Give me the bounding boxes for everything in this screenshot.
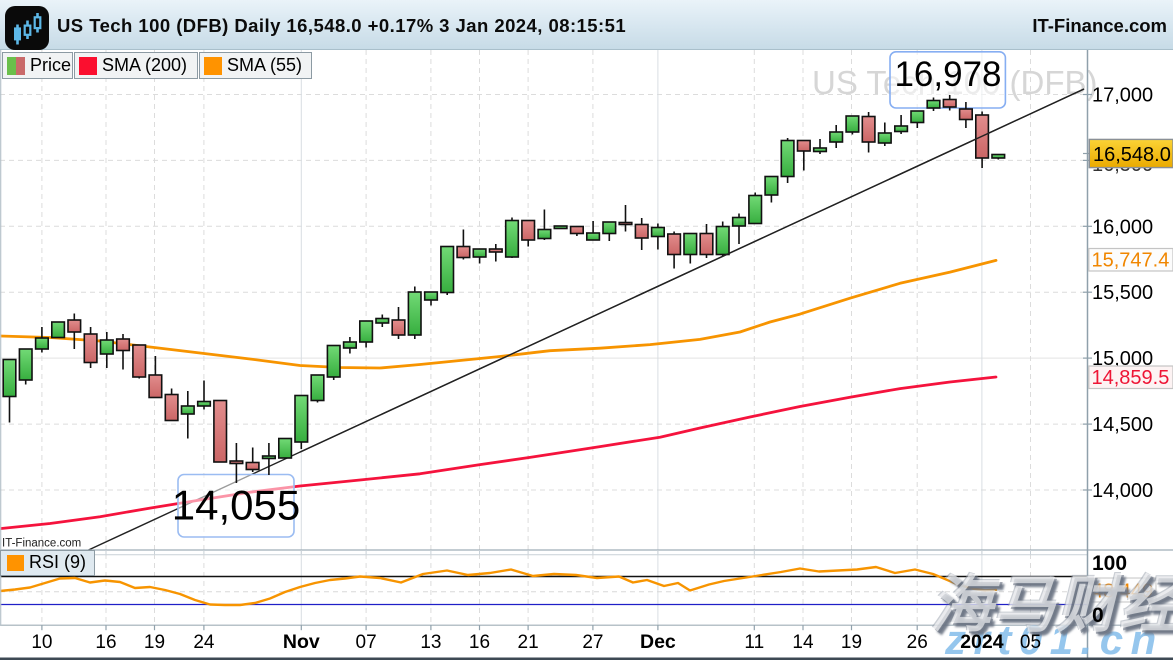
svg-text:15,500: 15,500 bbox=[1092, 282, 1153, 304]
svg-text:07: 07 bbox=[356, 632, 377, 653]
svg-text:0: 0 bbox=[1092, 604, 1104, 627]
svg-text:14,859.5: 14,859.5 bbox=[1092, 367, 1170, 389]
svg-text:16: 16 bbox=[95, 632, 116, 653]
svg-text:48.449: 48.449 bbox=[1092, 581, 1153, 603]
svg-text:05: 05 bbox=[1020, 632, 1041, 653]
svg-text:27: 27 bbox=[582, 632, 603, 653]
svg-text:Nov: Nov bbox=[283, 631, 320, 653]
svg-text:17,000: 17,000 bbox=[1092, 85, 1153, 107]
svg-text:11: 11 bbox=[744, 632, 764, 653]
svg-text:Dec: Dec bbox=[640, 631, 676, 653]
svg-text:14,500: 14,500 bbox=[1092, 414, 1153, 436]
svg-text:15,000: 15,000 bbox=[1092, 348, 1153, 370]
svg-text:26: 26 bbox=[907, 632, 928, 653]
svg-text:19: 19 bbox=[144, 632, 165, 653]
svg-text:14: 14 bbox=[792, 632, 814, 653]
svg-text:16,548.0: 16,548.0 bbox=[1093, 144, 1171, 166]
svg-text:24: 24 bbox=[193, 632, 215, 653]
svg-text:100: 100 bbox=[1092, 552, 1127, 575]
svg-text:10: 10 bbox=[31, 632, 52, 653]
svg-text:16,000: 16,000 bbox=[1092, 216, 1153, 238]
svg-text:19: 19 bbox=[841, 632, 862, 653]
svg-text:IT-Finance.com: IT-Finance.com bbox=[2, 538, 81, 550]
svg-text:13: 13 bbox=[420, 632, 441, 653]
svg-text:2024: 2024 bbox=[960, 631, 1004, 653]
svg-text:16: 16 bbox=[469, 632, 490, 653]
svg-text:16,978: 16,978 bbox=[894, 55, 1001, 94]
svg-text:14,000: 14,000 bbox=[1092, 480, 1153, 502]
svg-text:14,055: 14,055 bbox=[172, 482, 300, 529]
svg-text:15,747.4: 15,747.4 bbox=[1092, 250, 1170, 272]
svg-text:21: 21 bbox=[518, 632, 539, 653]
